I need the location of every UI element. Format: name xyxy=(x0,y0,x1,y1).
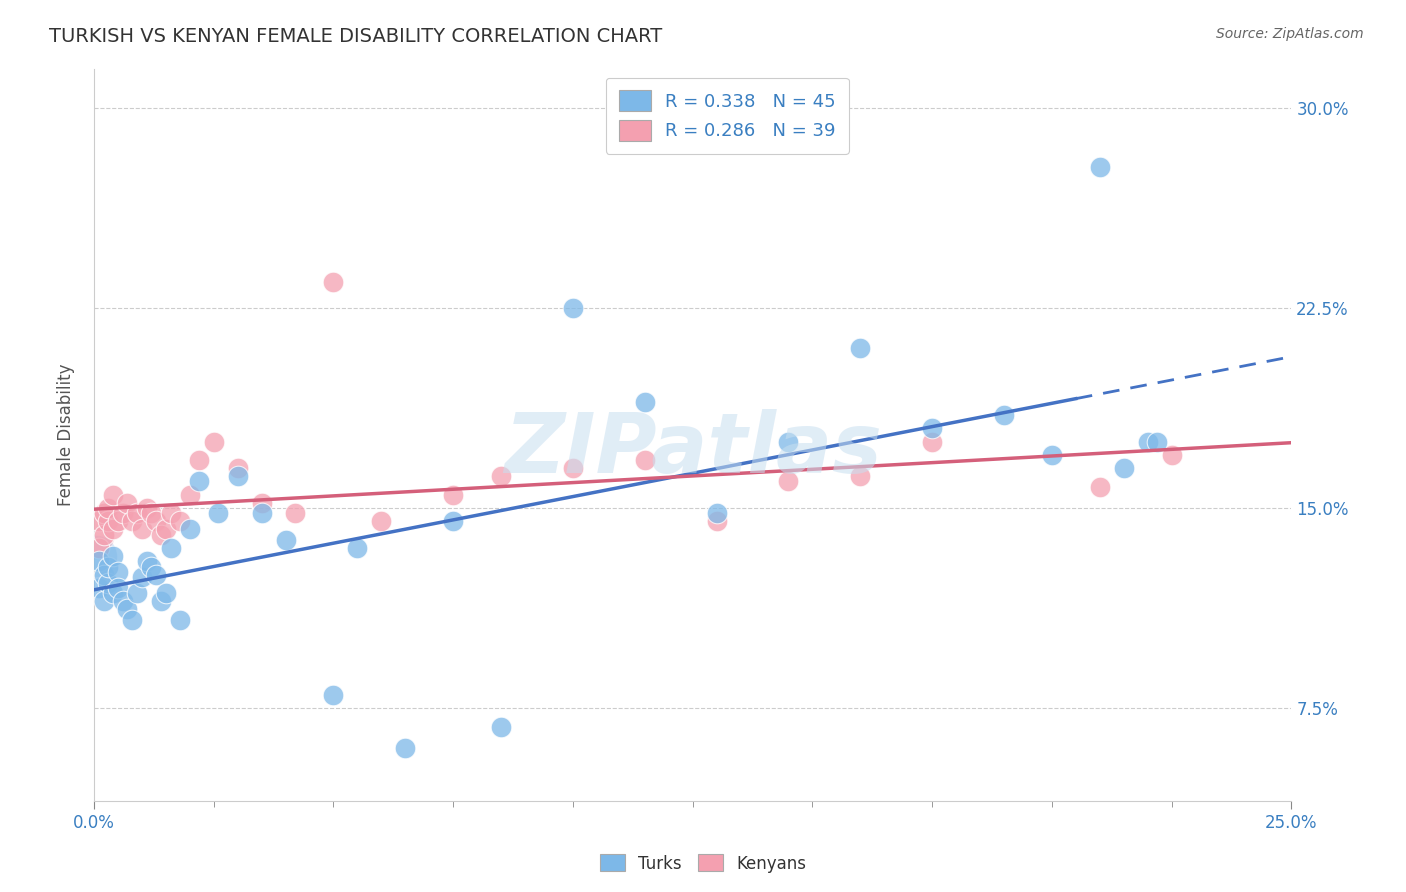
Point xyxy=(141,507,163,521)
Point xyxy=(97,575,120,590)
Point xyxy=(489,469,512,483)
Point xyxy=(159,541,181,555)
Point xyxy=(561,461,583,475)
Point xyxy=(97,515,120,529)
Point xyxy=(111,507,134,521)
Point xyxy=(101,523,124,537)
Point xyxy=(346,541,368,555)
Point xyxy=(561,301,583,316)
Point xyxy=(107,515,129,529)
Point xyxy=(117,602,139,616)
Point xyxy=(145,515,167,529)
Point xyxy=(1088,480,1111,494)
Point xyxy=(778,475,800,489)
Point xyxy=(97,559,120,574)
Point xyxy=(145,567,167,582)
Point xyxy=(93,594,115,608)
Point xyxy=(97,501,120,516)
Point xyxy=(141,559,163,574)
Legend: R = 0.338   N = 45, R = 0.286   N = 39: R = 0.338 N = 45, R = 0.286 N = 39 xyxy=(606,78,849,153)
Point xyxy=(1112,461,1135,475)
Point xyxy=(86,528,108,542)
Text: TURKISH VS KENYAN FEMALE DISABILITY CORRELATION CHART: TURKISH VS KENYAN FEMALE DISABILITY CORR… xyxy=(49,27,662,45)
Point xyxy=(634,394,657,409)
Point xyxy=(135,501,157,516)
Point xyxy=(131,570,153,584)
Point xyxy=(250,496,273,510)
Point xyxy=(125,586,148,600)
Legend: Turks, Kenyans: Turks, Kenyans xyxy=(593,847,813,880)
Point xyxy=(131,523,153,537)
Point xyxy=(202,434,225,449)
Point xyxy=(322,688,344,702)
Point xyxy=(121,515,143,529)
Point xyxy=(86,549,108,563)
Point xyxy=(274,533,297,547)
Point xyxy=(179,488,201,502)
Point xyxy=(101,549,124,563)
Point xyxy=(87,515,110,529)
Point xyxy=(634,453,657,467)
Point xyxy=(849,469,872,483)
Point xyxy=(921,434,943,449)
Point xyxy=(169,515,191,529)
Point xyxy=(188,453,211,467)
Point xyxy=(93,507,115,521)
Point xyxy=(188,475,211,489)
Point xyxy=(93,528,115,542)
Point xyxy=(921,421,943,435)
Point xyxy=(207,507,229,521)
Point xyxy=(226,469,249,483)
Point xyxy=(441,488,464,502)
Point xyxy=(441,515,464,529)
Point xyxy=(179,523,201,537)
Point xyxy=(107,565,129,579)
Point xyxy=(1160,448,1182,462)
Point xyxy=(394,740,416,755)
Point xyxy=(489,720,512,734)
Point xyxy=(284,507,307,521)
Point xyxy=(121,613,143,627)
Point xyxy=(149,528,172,542)
Point xyxy=(101,488,124,502)
Point xyxy=(250,507,273,521)
Point xyxy=(117,496,139,510)
Point xyxy=(993,408,1015,422)
Point xyxy=(1146,434,1168,449)
Point xyxy=(1040,448,1063,462)
Point xyxy=(159,507,181,521)
Point xyxy=(87,581,110,595)
Point xyxy=(149,594,172,608)
Point xyxy=(1088,160,1111,174)
Point xyxy=(111,594,134,608)
Point xyxy=(370,515,392,529)
Y-axis label: Female Disability: Female Disability xyxy=(58,364,75,506)
Point xyxy=(778,434,800,449)
Point xyxy=(169,613,191,627)
Point xyxy=(322,275,344,289)
Point xyxy=(135,554,157,568)
Text: ZIPatlas: ZIPatlas xyxy=(503,409,882,490)
Point xyxy=(155,523,177,537)
Point xyxy=(87,554,110,568)
Point xyxy=(706,515,728,529)
Point xyxy=(1136,434,1159,449)
Point xyxy=(226,461,249,475)
Point xyxy=(101,586,124,600)
Point xyxy=(155,586,177,600)
Text: Source: ZipAtlas.com: Source: ZipAtlas.com xyxy=(1216,27,1364,41)
Point xyxy=(849,341,872,355)
Point xyxy=(93,567,115,582)
Point xyxy=(87,541,110,555)
Point xyxy=(107,581,129,595)
Point xyxy=(125,507,148,521)
Point xyxy=(706,507,728,521)
